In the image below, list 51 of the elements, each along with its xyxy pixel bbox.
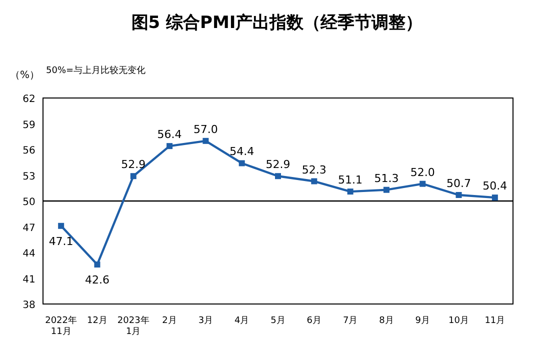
- point: [492, 194, 498, 201]
- point: [347, 188, 354, 195]
- x-tick-label: 2023年 1月: [117, 315, 150, 337]
- x-tick-label: 4月: [234, 316, 250, 326]
- x-tick-label: 6月: [306, 316, 322, 326]
- y-tick-label: 62: [22, 94, 36, 105]
- x-tick-label: 3月: [198, 316, 214, 326]
- x-tick-label: 7月: [342, 316, 358, 326]
- point: [311, 178, 318, 184]
- point: [202, 138, 209, 144]
- data-label: 54.4: [230, 145, 254, 158]
- data-label: 47.1: [48, 234, 74, 248]
- point: [94, 262, 100, 268]
- point: [456, 192, 462, 198]
- y-tick-label: 41: [22, 274, 36, 286]
- x-tick-label: 10月: [448, 316, 469, 326]
- data-label: 56.4: [157, 128, 182, 142]
- point: [130, 173, 136, 180]
- text: 50%=与上月比较无变化: [46, 65, 146, 76]
- y-tick-label: 53: [22, 171, 36, 182]
- point: [58, 222, 64, 229]
- y-tick-label: 59: [22, 120, 36, 131]
- point: [420, 180, 426, 187]
- data-label: 52.3: [302, 163, 326, 176]
- chart-title: 图5 综合PMI产出指数（经季节调整）: [131, 13, 423, 33]
- point: [166, 143, 173, 150]
- x-tick-label: 2月: [162, 316, 177, 326]
- data-label: 57.0: [193, 122, 218, 136]
- data-label: 50.7: [446, 176, 472, 190]
- x-tick-label: 9月: [415, 316, 430, 326]
- point: [383, 186, 390, 193]
- y-tick-label: 38: [22, 300, 36, 311]
- x-tick-label: 8月: [379, 316, 394, 326]
- x-tick-label: 12月: [87, 316, 108, 326]
- point: [275, 173, 281, 180]
- data-label: 52.9: [266, 158, 290, 172]
- data-label: 42.6: [84, 274, 110, 287]
- data-label: 50.4: [482, 180, 508, 193]
- x-tick-label: 5月: [270, 316, 286, 326]
- y-tick-label: 56: [22, 146, 36, 156]
- data-label: 52.9: [121, 158, 146, 172]
- point: [238, 160, 245, 166]
- data-label: 51.3: [374, 172, 399, 185]
- y-axis-title: （%）: [10, 70, 40, 81]
- x-tick-label: 2022年 11月: [45, 315, 78, 337]
- data-label: 52.0: [410, 166, 435, 179]
- y-tick-label: 50: [22, 197, 36, 208]
- x-tick-label: 11月: [484, 316, 506, 326]
- y-tick-label: 47: [22, 222, 36, 234]
- y-tick-label: 44: [22, 248, 36, 260]
- data-label: 51.1: [338, 174, 363, 187]
